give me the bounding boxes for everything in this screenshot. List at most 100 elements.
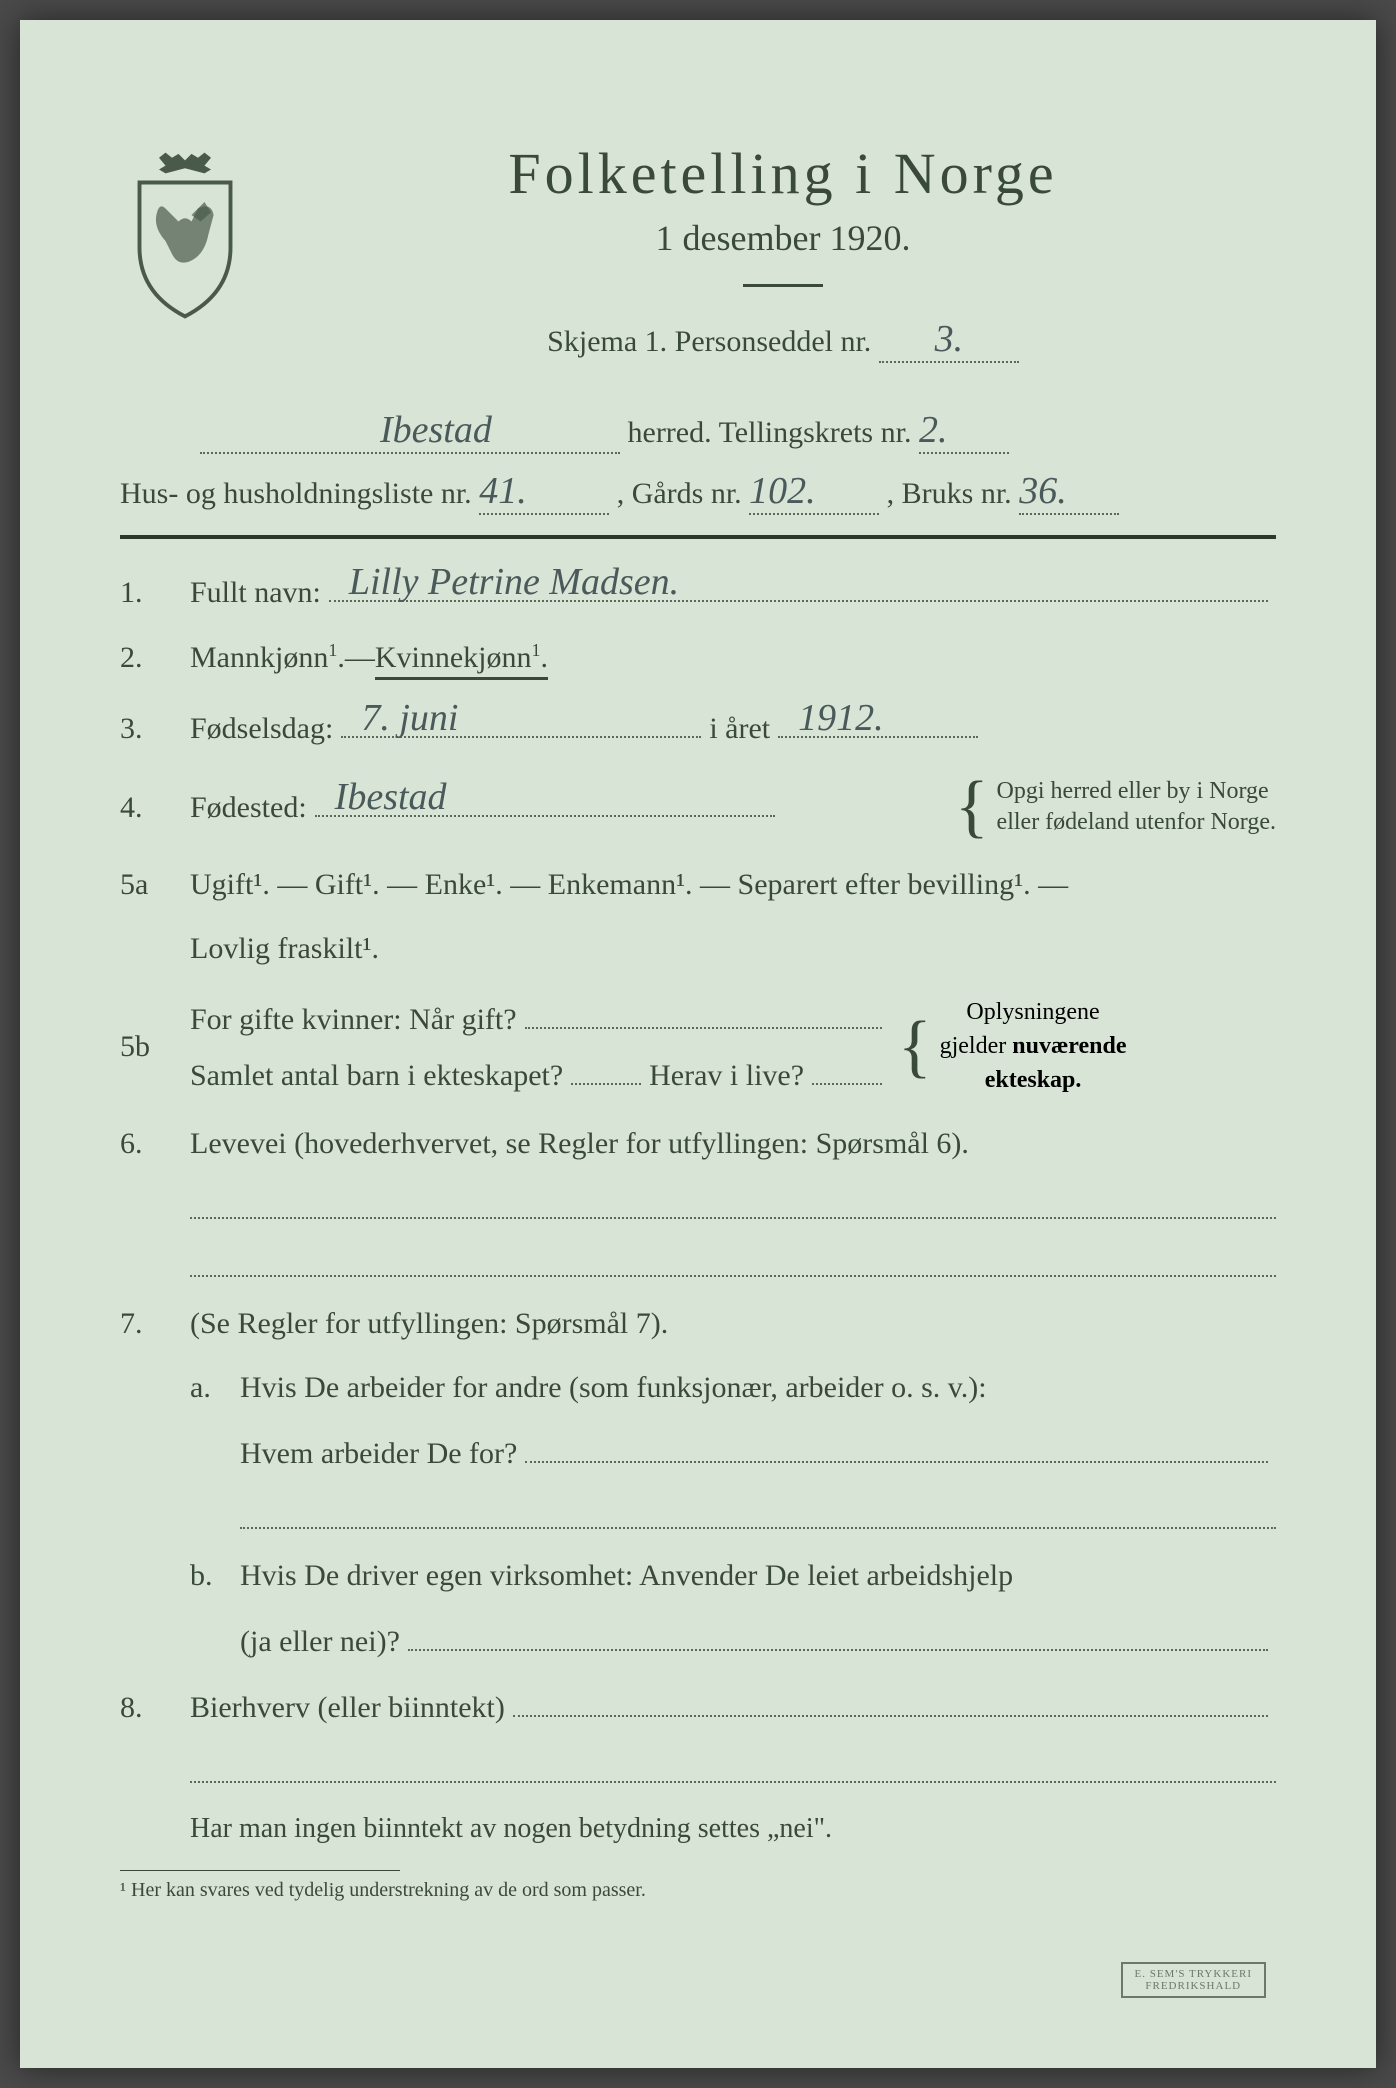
main-title: Folketelling i Norge <box>290 140 1276 207</box>
q2-row: 2. Mannkjønn1. — Kvinnekjønn1. <box>120 640 1276 680</box>
q5b-field2 <box>571 1057 641 1085</box>
q5b-field3 <box>812 1057 882 1085</box>
q3-field2: 1912. <box>778 710 978 738</box>
note-bottom: Har man ingen biinntekt av nogen betydni… <box>190 1813 1276 1845</box>
q6-row: 6. Levevei (hovederhvervet, se Regler fo… <box>120 1127 1276 1161</box>
q5a-row2: Lovlig fraskilt¹. <box>190 932 1276 966</box>
q4-row: 4. Fødested: Ibestad { Opgi herred eller… <box>120 776 1276 838</box>
q7-num: 7. <box>120 1307 190 1341</box>
q3-val2: 1912. <box>798 696 884 740</box>
q4-note-l2: eller fødeland utenfor Norge. <box>997 807 1276 838</box>
q8-field <box>513 1689 1268 1717</box>
herred-value: Ibestad <box>380 408 492 452</box>
herred-label: herred. Tellingskrets nr. <box>628 416 912 449</box>
q3-field1: 7. juni <box>341 710 701 738</box>
brace-icon: { <box>955 786 989 828</box>
q7-row: 7. (Se Regler for utfyllingen: Spørsmål … <box>120 1307 1276 1341</box>
q8-label: Bierhverv (eller biinntekt) <box>190 1691 505 1725</box>
q5a-row1: 5a Ugift¹. — Gift¹. — Enke¹. — Enkemann¹… <box>120 868 1276 902</box>
q5a-text1: Ugift¹. — Gift¹. — Enke¹. — Enkemann¹. —… <box>190 868 1068 902</box>
hus-val3: 36. <box>1019 469 1067 513</box>
brace-icon-2: { <box>898 1026 932 1068</box>
q2-dash: — <box>345 641 375 675</box>
q3-label1: Fødselsdag: <box>190 712 333 746</box>
q1-row: 1. Fullt navn: Lilly Petrine Madsen. <box>120 574 1276 610</box>
q7a-l1: Hvis De arbeider for andre (som funksjon… <box>240 1371 987 1405</box>
q7b-l1: Hvis De driver egen virksomhet: Anvender… <box>240 1559 1013 1593</box>
q1-num: 1. <box>120 576 190 610</box>
q6-text: Levevei (hovederhvervet, se Regler for u… <box>190 1127 969 1161</box>
footnote-rule <box>120 1870 400 1871</box>
hus-val2: 102. <box>749 469 816 513</box>
q5b-l2a: Samlet antal barn i ekteskapet? <box>190 1059 563 1093</box>
q4-note-l1: Opgi herred eller by i Norge <box>997 776 1276 807</box>
q5b-field1 <box>525 1001 882 1029</box>
q5a-num: 5a <box>120 868 190 902</box>
q5b-l1a: For gifte kvinner: Når gift? <box>190 1003 517 1037</box>
q5b-note: Oplysningene gjelder nuværende ekteskap. <box>940 996 1127 1097</box>
q5b-block: 5b For gifte kvinner: Når gift? Samlet a… <box>120 996 1276 1097</box>
q1-label: Fullt navn: <box>190 576 321 610</box>
q7a-num: a. <box>190 1371 240 1405</box>
skjema-label: Skjema 1. Personseddel nr. <box>547 325 871 358</box>
q8-row: 8. Bierhverv (eller biinntekt) <box>120 1689 1276 1725</box>
footnote-block: ¹ Her kan svares ved tydelig understrekn… <box>120 1870 1276 1902</box>
q7-text: (Se Regler for utfyllingen: Spørsmål 7). <box>190 1307 668 1341</box>
q2-mann: Mannkjønn1. <box>190 640 345 675</box>
q7b-row2: (ja eller nei)? <box>240 1623 1276 1659</box>
q7a-field <box>525 1435 1268 1463</box>
hus-label2: , Gårds nr. <box>617 477 742 510</box>
q1-field: Lilly Petrine Madsen. <box>329 574 1268 602</box>
q5b-line2: Samlet antal barn i ekteskapet? Herav i … <box>190 1057 890 1093</box>
q7a-fill <box>240 1501 1276 1529</box>
q3-row: 3. Fødselsdag: 7. juni i året 1912. <box>120 710 1276 746</box>
header: Folketelling i Norge 1 desember 1920. Sk… <box>120 140 1276 378</box>
title-block: Folketelling i Norge 1 desember 1920. Sk… <box>290 140 1276 378</box>
q3-label2: i året <box>709 712 770 746</box>
thick-rule <box>120 535 1276 539</box>
stamp-l1: E. SEM'S TRYKKERI <box>1135 1968 1253 1980</box>
q6-fill2 <box>190 1249 1276 1277</box>
q5b-note-l1: Oplysningene <box>940 996 1127 1030</box>
hus-label1: Hus- og husholdningsliste nr. <box>120 477 472 510</box>
hus-label3: , Bruks nr. <box>887 477 1012 510</box>
q5b-line1: For gifte kvinner: Når gift? <box>190 1001 890 1037</box>
q6-num: 6. <box>120 1127 190 1161</box>
hus-field1: 41. <box>479 469 609 515</box>
hus-val1: 41. <box>479 469 527 513</box>
q2-num: 2. <box>120 641 190 675</box>
q8-fill <box>190 1755 1276 1783</box>
krets-value: 2. <box>919 408 948 452</box>
crest-svg <box>120 150 250 319</box>
q1-value: Lilly Petrine Madsen. <box>349 560 679 604</box>
herred-line: Ibestad herred. Tellingskrets nr. 2. <box>120 408 1276 454</box>
q7a-row2: Hvem arbeider De for? <box>240 1435 1276 1471</box>
subtitle: 1 desember 1920. <box>290 217 1276 259</box>
q4-label: Fødested: <box>190 791 307 825</box>
hus-field2: 102. <box>749 469 879 515</box>
skjema-line: Skjema 1. Personseddel nr. 3. <box>290 317 1276 363</box>
q5b-note-l3: ekteskap. <box>940 1064 1127 1098</box>
printer-stamp: E. SEM'S TRYKKERI FREDRIKSHALD <box>1121 1962 1267 1998</box>
footnote-text: ¹ Her kan svares ved tydelig understrekn… <box>120 1879 1276 1902</box>
q7a-l2: Hvem arbeider De for? <box>240 1437 517 1471</box>
q4-field: Ibestad <box>315 789 775 817</box>
title-divider <box>743 284 823 287</box>
q4-value: Ibestad <box>335 775 447 819</box>
herred-field: Ibestad <box>200 408 620 454</box>
q6-fill1 <box>190 1191 1276 1219</box>
q2-kvinne: Kvinnekjønn1. <box>375 640 548 680</box>
q4-num: 4. <box>120 791 190 825</box>
q8-num: 8. <box>120 1691 190 1725</box>
personseddel-field: 3. <box>879 317 1019 363</box>
q7b-num: b. <box>190 1559 240 1593</box>
q5a-text2: Lovlig fraskilt¹. <box>190 932 379 966</box>
hus-field3: 36. <box>1019 469 1119 515</box>
q3-num: 3. <box>120 712 190 746</box>
q3-val1: 7. juni <box>361 696 458 740</box>
q5b-l2b: Herav i live? <box>649 1059 804 1093</box>
q7a-row1: a. Hvis De arbeider for andre (som funks… <box>190 1371 1276 1405</box>
krets-field: 2. <box>919 408 1009 454</box>
q5b-note-l2: gjelder nuværende <box>940 1030 1127 1064</box>
q5b-num: 5b <box>120 1030 190 1064</box>
